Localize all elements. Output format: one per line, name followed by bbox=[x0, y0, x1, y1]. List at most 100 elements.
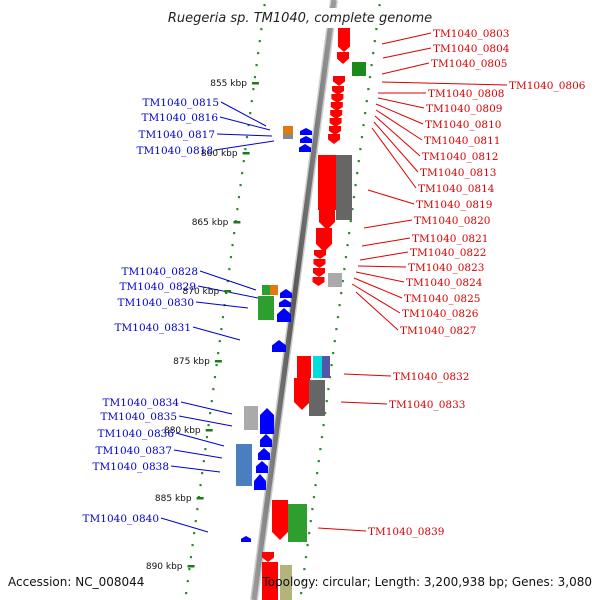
cds-reverse-glyph[interactable] bbox=[256, 461, 268, 473]
cds-forward-glyph[interactable] bbox=[314, 250, 326, 259]
track-dot bbox=[354, 184, 357, 187]
gene-label-forward[interactable]: TM1040_0833 bbox=[389, 399, 465, 411]
cds-forward-glyph[interactable] bbox=[328, 134, 340, 144]
ruler-tick-label: 885 kbp bbox=[155, 494, 192, 504]
misc-feature-block[interactable] bbox=[283, 134, 293, 139]
gene-label-forward[interactable]: TM1040_0805 bbox=[431, 58, 507, 70]
cds-reverse-glyph[interactable] bbox=[280, 289, 292, 298]
misc-feature-block[interactable] bbox=[236, 444, 252, 486]
track-dot bbox=[335, 328, 338, 331]
cds-forward-glyph[interactable] bbox=[332, 86, 344, 95]
misc-feature-block[interactable] bbox=[313, 356, 323, 378]
gene-label-forward[interactable]: TM1040_0827 bbox=[400, 325, 476, 337]
gene-label-reverse[interactable]: TM1040_0836 bbox=[98, 428, 175, 440]
cds-reverse-glyph[interactable] bbox=[277, 308, 291, 322]
cds-forward-glyph[interactable] bbox=[319, 210, 335, 230]
gene-label-forward[interactable]: TM1040_0809 bbox=[426, 103, 502, 115]
cds-forward-glyph[interactable] bbox=[313, 268, 325, 277]
cds-forward-block[interactable] bbox=[297, 356, 311, 378]
gene-label-reverse[interactable]: TM1040_0816 bbox=[142, 112, 219, 124]
gene-label-forward[interactable]: TM1040_0810 bbox=[425, 119, 501, 131]
cds-reverse-glyph[interactable] bbox=[258, 448, 270, 460]
cds-forward-glyph[interactable] bbox=[262, 552, 274, 562]
gene-label-reverse[interactable]: TM1040_0815 bbox=[143, 97, 219, 109]
gene-label-reverse[interactable]: TM1040_0834 bbox=[103, 397, 180, 409]
cds-reverse-glyph[interactable] bbox=[300, 136, 312, 143]
gene-label-forward[interactable]: TM1040_0812 bbox=[422, 151, 498, 163]
misc-feature-block[interactable] bbox=[309, 380, 325, 416]
cds-forward-glyph[interactable] bbox=[272, 500, 288, 540]
forward-gene-labels: TM1040_0803TM1040_0804TM1040_0805TM1040_… bbox=[368, 28, 586, 538]
gene-label-forward[interactable]: TM1040_0820 bbox=[414, 215, 490, 227]
gene-label-forward[interactable]: TM1040_0813 bbox=[420, 167, 496, 179]
gene-label-reverse[interactable]: TM1040_0828 bbox=[122, 266, 198, 278]
rna-block[interactable] bbox=[262, 285, 270, 295]
gene-label-reverse[interactable]: TM1040_0831 bbox=[115, 322, 191, 334]
gene-label-reverse[interactable]: TM1040_0837 bbox=[96, 445, 172, 457]
cds-reverse-glyph[interactable] bbox=[279, 299, 291, 307]
gene-label-reverse[interactable]: TM1040_0818 bbox=[137, 145, 213, 157]
cds-forward-glyph[interactable] bbox=[294, 378, 310, 410]
gene-label-forward[interactable]: TM1040_0803 bbox=[433, 28, 509, 40]
rna-block[interactable] bbox=[258, 296, 274, 320]
rna-block[interactable] bbox=[297, 504, 307, 542]
gene-label-forward[interactable]: TM1040_0826 bbox=[402, 308, 479, 320]
gene-label-forward[interactable]: TM1040_0811 bbox=[424, 135, 500, 147]
label-connector bbox=[170, 465, 221, 473]
cds-reverse-glyph[interactable] bbox=[299, 144, 311, 152]
gene-label-forward[interactable]: TM1040_0819 bbox=[416, 199, 492, 211]
cds-forward-glyph[interactable] bbox=[337, 52, 349, 64]
cds-forward-glyph[interactable] bbox=[313, 259, 326, 268]
gene-label-forward[interactable]: TM1040_0822 bbox=[410, 247, 486, 259]
cds-forward-glyph[interactable] bbox=[329, 126, 341, 135]
gene-label-forward[interactable]: TM1040_0825 bbox=[404, 293, 480, 305]
misc-feature-block[interactable] bbox=[283, 126, 293, 134]
gene-label-forward[interactable]: TM1040_0821 bbox=[412, 233, 488, 245]
label-connectors bbox=[160, 32, 508, 533]
cds-forward-glyph[interactable] bbox=[316, 228, 332, 252]
gene-label-forward[interactable]: TM1040_0806 bbox=[509, 80, 586, 92]
gene-label-forward[interactable]: TM1040_0839 bbox=[368, 526, 444, 538]
cds-forward-glyph[interactable] bbox=[331, 94, 344, 103]
track-dot bbox=[309, 520, 312, 523]
misc-feature-block[interactable] bbox=[270, 285, 278, 295]
cds-forward-glyph[interactable] bbox=[312, 277, 325, 286]
rna-block[interactable] bbox=[352, 62, 366, 76]
cds-forward-glyph[interactable] bbox=[338, 40, 350, 52]
cds-forward-block[interactable] bbox=[318, 155, 336, 210]
cds-reverse-glyph[interactable] bbox=[241, 536, 251, 542]
gene-label-forward[interactable]: TM1040_0832 bbox=[393, 371, 469, 383]
gene-label-forward[interactable]: TM1040_0823 bbox=[408, 262, 484, 274]
gene-label-forward[interactable]: TM1040_0808 bbox=[428, 88, 504, 100]
misc-feature-block[interactable] bbox=[280, 565, 292, 600]
rna-block[interactable] bbox=[288, 504, 298, 542]
cds-forward-glyph[interactable] bbox=[330, 102, 343, 111]
misc-feature-block[interactable] bbox=[328, 273, 342, 287]
gene-label-forward[interactable]: TM1040_0824 bbox=[406, 277, 483, 289]
cds-forward-glyph[interactable] bbox=[330, 110, 343, 119]
misc-feature-block[interactable] bbox=[322, 356, 330, 378]
gene-label-forward[interactable]: TM1040_0814 bbox=[418, 183, 495, 195]
cds-forward-glyph[interactable] bbox=[329, 118, 342, 127]
gene-label-forward[interactable]: TM1040_0804 bbox=[433, 43, 510, 55]
ruler-tick-label: 865 kbp bbox=[192, 218, 229, 228]
label-connector bbox=[219, 116, 271, 131]
misc-feature-block[interactable] bbox=[336, 155, 352, 220]
cds-reverse-glyph[interactable] bbox=[260, 434, 272, 447]
gene-label-reverse[interactable]: TM1040_0840 bbox=[83, 513, 159, 525]
gene-label-reverse[interactable]: TM1040_0838 bbox=[93, 461, 169, 473]
gene-label-reverse[interactable]: TM1040_0817 bbox=[139, 129, 215, 141]
misc-feature-block[interactable] bbox=[244, 406, 258, 430]
cds-forward-block[interactable] bbox=[262, 562, 278, 600]
track-dot bbox=[304, 556, 308, 559]
cds-reverse-glyph[interactable] bbox=[272, 340, 286, 352]
cds-forward-glyph[interactable] bbox=[333, 76, 345, 86]
cds-reverse-glyph[interactable] bbox=[254, 474, 266, 490]
gene-label-reverse[interactable]: TM1040_0835 bbox=[101, 411, 177, 423]
gene-label-reverse[interactable]: TM1040_0829 bbox=[120, 281, 196, 293]
cds-reverse-glyph[interactable] bbox=[260, 408, 274, 434]
cds-reverse-glyph[interactable] bbox=[300, 128, 312, 135]
gene-label-reverse[interactable]: TM1040_0830 bbox=[118, 297, 194, 309]
label-connector bbox=[381, 81, 508, 86]
ruler-tick-label: 855 kbp bbox=[210, 79, 247, 89]
